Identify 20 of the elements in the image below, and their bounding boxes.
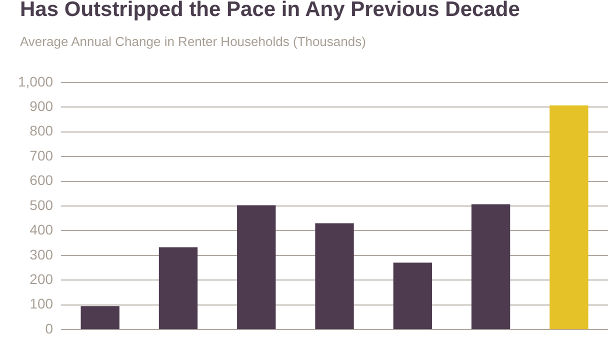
bar <box>80 306 120 330</box>
bar <box>550 105 588 330</box>
y-tick-label: 800 <box>30 122 54 139</box>
y-tick-label: 900 <box>30 98 54 114</box>
y-tick-label: 200 <box>30 271 54 288</box>
chart-title: Has Outstripped the Pace in Any Previous Decade <box>20 0 520 22</box>
bar <box>158 247 198 330</box>
bar <box>393 262 432 330</box>
y-tick-label: 1,000 <box>18 73 54 90</box>
bar <box>315 223 354 330</box>
y-tick-label: 600 <box>30 172 54 188</box>
chart-subtitle: Average Annual Change in Renter Households (Thousands) <box>20 34 366 49</box>
bar <box>237 205 276 330</box>
y-tick-label: 400 <box>30 222 54 238</box>
y-tick-label: 100 <box>30 296 54 312</box>
y-tick-label: 300 <box>30 246 54 262</box>
y-tick-label: 500 <box>30 196 54 213</box>
bar <box>471 204 510 330</box>
y-tick-label: 0 <box>45 320 54 336</box>
y-tick-label: 700 <box>30 147 54 164</box>
